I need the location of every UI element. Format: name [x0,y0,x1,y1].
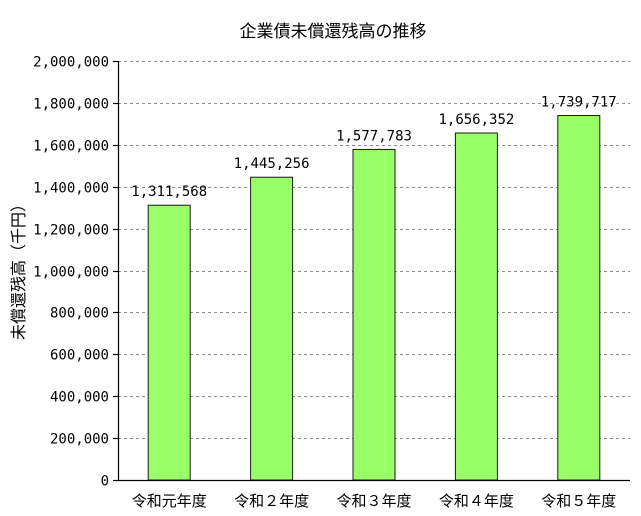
y-tick-label: 1,600,000 [33,139,109,155]
data-label: 1,739,717 [541,95,617,111]
data-label: 1,311,568 [131,184,207,200]
bar [250,176,294,481]
y-axis-ticks: 0 200,000 400,000 600,000 800,000 1,000,000 1,… [33,55,118,490]
data-labels: 1,311,568 1,445,256 1,577,783 1,656,352 1,73… [131,95,616,201]
bar [147,204,191,481]
x-axis-ticks: 令和元年度 令和２年度 令和３年度 令和４年度 令和５年度 [132,492,617,510]
gridlines [118,61,630,439]
data-label: 1,656,352 [438,112,514,128]
x-tick-label: 令和５年度 [541,492,616,510]
y-tick-label: 1,400,000 [33,181,109,197]
x-tick-label: 令和元年度 [132,492,207,510]
data-label: 1,445,256 [234,156,310,172]
y-tick-label: 0 [101,474,109,490]
bar [352,148,396,481]
bar [557,115,601,481]
y-tick-label: 400,000 [50,390,109,406]
data-label: 1,577,783 [336,128,412,144]
bars [147,115,601,481]
bar [454,132,498,481]
y-tick-label: 600,000 [50,348,109,364]
y-axis-label: 未償還残高（千円） [9,196,28,340]
x-tick-label: 令和２年度 [234,492,309,510]
y-tick-label: 1,800,000 [33,97,109,113]
y-tick-label: 800,000 [50,306,109,322]
y-tick-label: 2,000,000 [33,55,109,71]
chart-title: 企業債未償還残高の推移 [240,22,427,42]
y-tick-label: 200,000 [50,432,109,448]
y-tick-label: 1,200,000 [33,223,109,239]
y-tick-label: 1,000,000 [33,265,109,281]
x-tick-label: 令和４年度 [439,492,514,510]
x-tick-label: 令和３年度 [336,492,411,510]
